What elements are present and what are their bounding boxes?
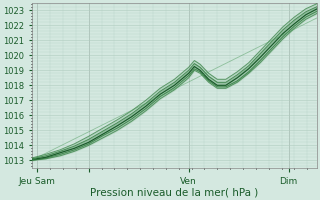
X-axis label: Pression niveau de la mer( hPa ): Pression niveau de la mer( hPa )	[90, 187, 259, 197]
